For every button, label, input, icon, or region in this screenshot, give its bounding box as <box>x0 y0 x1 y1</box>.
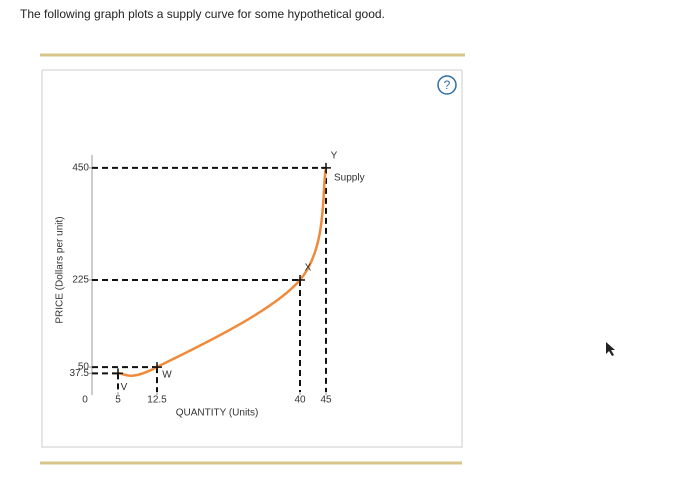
point-marker <box>295 274 305 285</box>
supply-curve <box>117 167 328 377</box>
y-axis-label: PRICE (Dollars per unit) <box>55 216 66 323</box>
y-tick-label: 50 <box>78 362 90 373</box>
graph-panel <box>41 69 463 448</box>
y-tick-label: 37.5 <box>70 368 90 379</box>
point-marker <box>152 362 162 373</box>
point-label: X <box>305 263 312 274</box>
x-tick-label: 45 <box>320 395 332 406</box>
y-tick-label: 225 <box>72 275 89 286</box>
point-label: W <box>162 370 172 381</box>
prompt: The following graph plots a supply curve… <box>20 7 385 21</box>
x-axis-label: QUANTITY (Units) <box>176 408 259 419</box>
x-tick-label: 0 <box>82 395 88 406</box>
point-label: V <box>121 382 128 393</box>
point-marker <box>113 368 123 379</box>
help-icon-glyph: ? <box>444 78 451 92</box>
x-tick-label: 5 <box>115 395 121 406</box>
legend-label: Supply <box>334 173 365 184</box>
point-marker <box>321 162 331 173</box>
y-tick-label: 450 <box>72 163 89 174</box>
x-tick-label: 40 <box>294 395 306 406</box>
point-label: Y <box>331 151 338 162</box>
help-icon[interactable] <box>437 75 457 95</box>
x-tick-label: 12.5 <box>147 395 167 406</box>
cursor <box>606 342 615 356</box>
